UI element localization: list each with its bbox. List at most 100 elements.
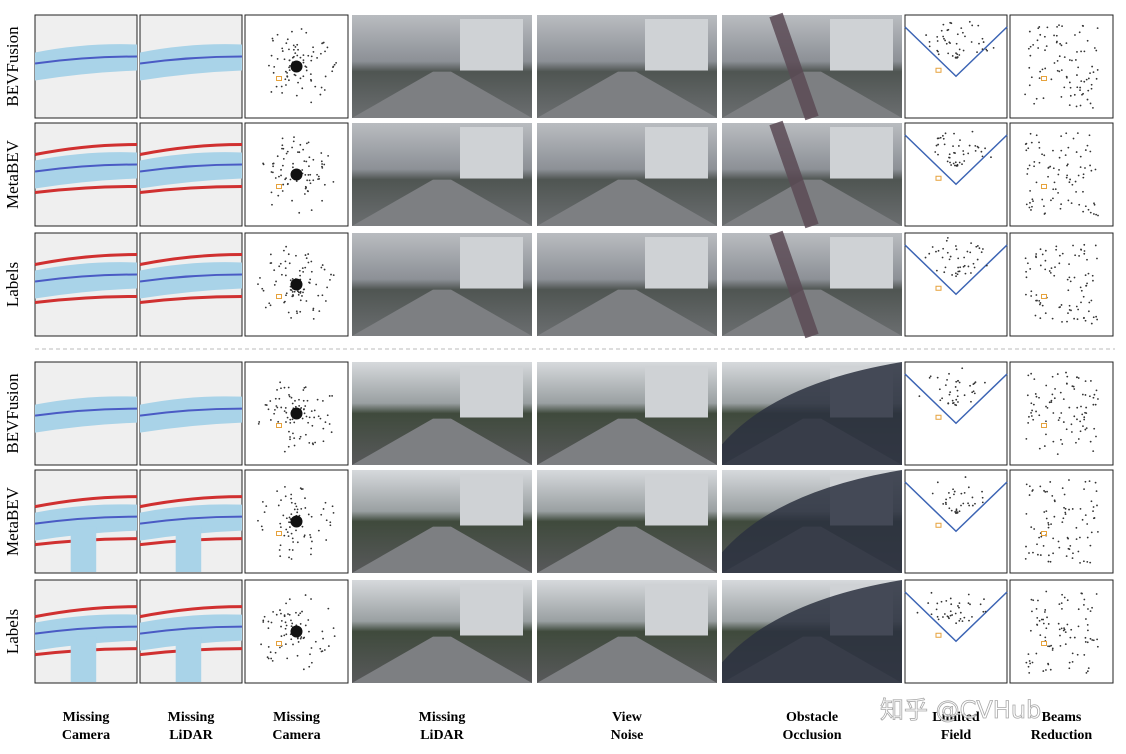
point [1088,134,1091,137]
point [1061,443,1064,445]
point [1035,294,1038,296]
point [1048,645,1051,648]
point [1049,271,1052,274]
point [956,395,959,398]
point [979,603,982,606]
point [1059,644,1062,647]
road [537,289,717,336]
panel [537,470,717,573]
point [1090,531,1093,534]
point [958,54,961,56]
ego [290,278,303,291]
point [947,402,950,405]
point [308,281,310,284]
box [935,522,942,528]
row-label: Labels [3,609,22,654]
point [302,399,305,402]
point [944,39,947,42]
point [280,174,282,177]
point [303,193,306,195]
point [943,143,946,146]
point [1066,320,1068,323]
point [943,271,946,274]
building [645,584,708,636]
point [284,407,287,409]
point [1038,303,1041,306]
lane-band [70,526,97,572]
point [1079,508,1082,510]
point [1081,393,1084,396]
point [1058,70,1061,73]
point [1039,485,1042,488]
point [1031,205,1033,208]
panel [34,469,138,574]
point [1063,86,1066,89]
point [279,526,282,529]
point [1078,255,1080,257]
point [1062,398,1065,401]
point [971,504,974,507]
point [981,496,984,499]
point [1036,616,1039,619]
point [300,636,303,638]
point [301,610,303,613]
point [289,421,292,424]
point [1091,65,1094,68]
point [296,508,299,511]
point [310,55,313,58]
point [1085,427,1088,429]
point [936,481,939,484]
point [281,164,284,167]
point [1092,279,1094,282]
point [940,29,943,32]
box [1041,423,1047,428]
point [302,291,304,294]
point [952,145,954,148]
point [1047,645,1049,648]
point [963,394,966,397]
point [1039,554,1042,556]
point [308,165,310,168]
point [1085,618,1087,620]
point [309,278,312,281]
point [951,399,954,402]
point [287,535,290,537]
point [312,46,314,49]
point [1069,280,1072,283]
point [1087,310,1090,313]
point [942,503,945,505]
column-label: Field [941,728,972,743]
point [961,163,963,166]
point [293,421,296,424]
point [928,45,931,48]
point [284,621,287,624]
point [1030,290,1033,293]
point [288,521,290,524]
panel-bg [1009,122,1114,227]
point [1058,168,1060,171]
point [957,401,959,403]
building [830,19,893,71]
point [297,81,299,84]
point [916,611,919,614]
point [1051,495,1054,497]
point [947,52,950,55]
point [272,162,275,165]
point [1033,102,1036,105]
building [645,474,708,526]
point [1084,480,1087,483]
point [320,266,323,269]
point [1028,84,1031,87]
point [1039,317,1042,320]
point [1049,560,1052,563]
point [1068,661,1071,664]
panel [537,15,717,118]
point [976,258,979,261]
point [1038,161,1041,164]
point [291,146,293,149]
ego [290,407,303,420]
point [1029,268,1032,270]
point [274,397,277,400]
point [284,267,287,270]
point [291,277,294,280]
